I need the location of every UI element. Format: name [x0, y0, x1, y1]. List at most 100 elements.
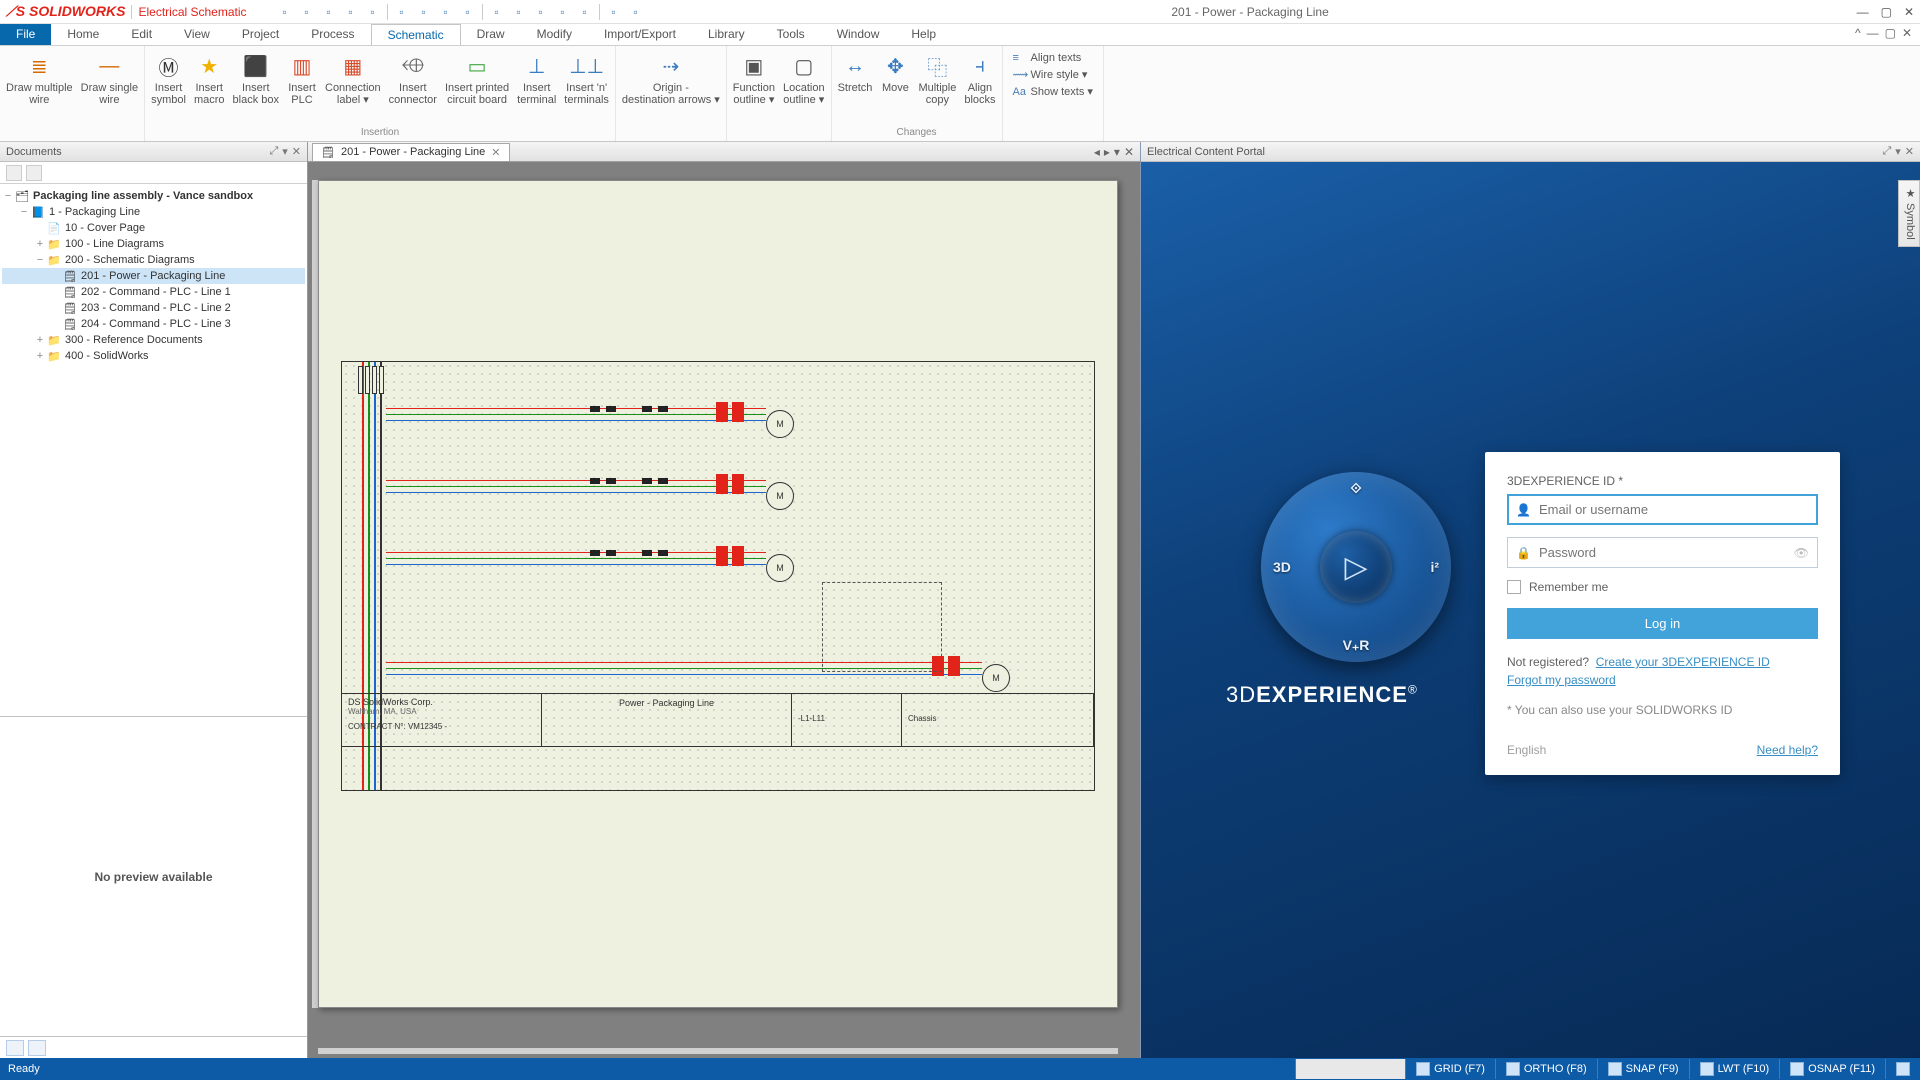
mdi-btn-3[interactable]: ✕	[1902, 26, 1912, 43]
menu-home[interactable]: Home	[51, 24, 115, 45]
compass-widget[interactable]: ▷ ⟐ i² V₊R 3D	[1261, 472, 1451, 662]
doc-tab-close-icon[interactable]: ✕	[491, 146, 500, 159]
docs-tool-1[interactable]	[6, 165, 22, 181]
qat-sym1-icon[interactable]: ▫	[394, 4, 410, 20]
ribbon-align-button[interactable]: ⫞Alignblocks	[960, 50, 999, 108]
qat-doc1-icon[interactable]: ▫	[489, 4, 505, 20]
doctab-btn-1[interactable]: ▸	[1104, 145, 1110, 159]
qat-sym4-icon[interactable]: ▫	[460, 4, 476, 20]
ribbon-insert-button[interactable]: ⬲Insertconnector	[385, 50, 441, 108]
menu-view[interactable]: View	[168, 24, 226, 45]
menu-draw[interactable]: Draw	[461, 24, 521, 45]
drawing-canvas[interactable]: MMMM DS SolidWorks Corp. Waltham, MA, US…	[308, 162, 1140, 1058]
qat-undo-split-icon[interactable]: ▫	[343, 4, 359, 20]
tree-node[interactable]: 🗒202 - Command - PLC - Line 1	[2, 284, 305, 300]
compass-west[interactable]: 3D	[1273, 559, 1291, 575]
portal-pin-icon[interactable]: ⤢	[1882, 145, 1891, 158]
qat-zoom2-icon[interactable]: ▫	[555, 4, 571, 20]
qat-grid-icon[interactable]: ▫	[577, 4, 593, 20]
email-field-wrap[interactable]: 👤	[1507, 494, 1818, 525]
qat-print-icon[interactable]: ▫	[321, 4, 337, 20]
remember-me[interactable]: Remember me	[1507, 580, 1818, 594]
qat-dd-icon[interactable]: ▫	[628, 4, 644, 20]
forgot-password-link[interactable]: Forgot my password	[1507, 673, 1616, 687]
mdi-btn-1[interactable]: —	[1867, 26, 1879, 43]
panel-dropdown-icon[interactable]: ▾	[282, 145, 288, 158]
ribbon-insert-printed-button[interactable]: ▭Insert printedcircuit board	[441, 50, 513, 108]
qat-sym2-icon[interactable]: ▫	[416, 4, 432, 20]
doctab-btn-0[interactable]: ◂	[1094, 145, 1100, 159]
tree-node[interactable]: 🗒204 - Command - PLC - Line 3	[2, 316, 305, 332]
ribbon-draw-single-button[interactable]: —Draw singlewire	[77, 50, 142, 108]
status-osnap[interactable]: OSNAP (F11)	[1779, 1059, 1885, 1079]
mdi-btn-2[interactable]: ▢	[1885, 26, 1896, 43]
status-ortho[interactable]: ORTHO (F8)	[1495, 1059, 1597, 1079]
qat-new-icon[interactable]: ▫	[277, 4, 293, 20]
tree-node[interactable]: 🗒203 - Command - PLC - Line 2	[2, 300, 305, 316]
menu-file[interactable]: File	[0, 24, 51, 45]
qat-sym3-icon[interactable]: ▫	[438, 4, 454, 20]
panel-close-icon[interactable]: ✕	[292, 145, 301, 158]
document-tab[interactable]: 🗒 201 - Power - Packaging Line ✕	[312, 143, 510, 161]
menu-import-export[interactable]: Import/Export	[588, 24, 692, 45]
language-selector[interactable]: English	[1507, 743, 1546, 757]
close-button[interactable]: ✕	[1904, 5, 1914, 19]
compass-east[interactable]: i²	[1430, 559, 1439, 575]
need-help-link[interactable]: Need help?	[1757, 743, 1818, 757]
compass-play-icon[interactable]: ▷	[1320, 531, 1392, 603]
ribbon-insert-button[interactable]: ★Insertmacro	[190, 50, 229, 108]
menu-process[interactable]: Process	[295, 24, 370, 45]
ribbon-insert-button[interactable]: ▥InsertPLC	[283, 50, 321, 108]
ribbon-multiple-button[interactable]: ⿻Multiplecopy	[914, 50, 960, 108]
tree-node[interactable]: 🗒201 - Power - Packaging Line	[2, 268, 305, 284]
doctab-btn-3[interactable]: ✕	[1124, 145, 1134, 159]
create-id-link[interactable]: Create your 3DEXPERIENCE ID	[1596, 655, 1770, 669]
menu-modify[interactable]: Modify	[521, 24, 588, 45]
ribbon-insert-button[interactable]: ⬛Insertblack box	[229, 50, 283, 108]
motor-symbol[interactable]: M	[766, 554, 794, 582]
menu-tools[interactable]: Tools	[761, 24, 821, 45]
symbol-side-tab[interactable]: ★ Symbol	[1898, 180, 1920, 247]
tree-node[interactable]: +📁300 - Reference Documents	[2, 332, 305, 348]
doctab-btn-2[interactable]: ▾	[1114, 145, 1120, 159]
tree-root[interactable]: −🗂Packaging line assembly - Vance sandbo…	[2, 188, 305, 204]
ribbon-wire-style-[interactable]: ⟿Wire style ▾	[1007, 66, 1099, 83]
ribbon-origin--button[interactable]: ⇢Origin -destination arrows ▾	[618, 50, 724, 108]
motor-symbol[interactable]: M	[982, 664, 1010, 692]
menu-library[interactable]: Library	[692, 24, 761, 45]
remember-checkbox[interactable]	[1507, 580, 1521, 594]
status-grid[interactable]: GRID (F7)	[1405, 1059, 1495, 1079]
password-input[interactable]	[1539, 545, 1786, 560]
qat-zoom1-icon[interactable]: ▫	[533, 4, 549, 20]
motor-symbol[interactable]: M	[766, 482, 794, 510]
menu-edit[interactable]: Edit	[115, 24, 168, 45]
compass-north[interactable]: ⟐	[1350, 480, 1361, 497]
ribbon-insert-button[interactable]: ⊥Insertterminal	[513, 50, 560, 108]
docs-btool-1[interactable]	[6, 1040, 24, 1056]
compass-south[interactable]: V₊R	[1343, 637, 1370, 654]
eye-icon[interactable]: 👁	[1794, 546, 1809, 560]
menu-schematic[interactable]: Schematic	[371, 24, 461, 45]
ribbon-stretch-button[interactable]: ↔Stretch	[834, 50, 877, 96]
mdi-btn-0[interactable]: ^	[1855, 26, 1861, 43]
docs-tool-2[interactable]	[26, 165, 42, 181]
ribbon-align-texts[interactable]: ≡Align texts	[1007, 50, 1099, 66]
ribbon-connection-button[interactable]: ▦Connectionlabel ▾	[321, 50, 385, 108]
portal-close-icon[interactable]: ✕	[1905, 145, 1914, 158]
minimize-button[interactable]: —	[1857, 5, 1869, 19]
ribbon-draw-multiple-button[interactable]: ≣Draw multiplewire	[2, 50, 77, 108]
portal-dropdown-icon[interactable]: ▾	[1895, 145, 1901, 158]
menu-project[interactable]: Project	[226, 24, 295, 45]
login-button[interactable]: Log in	[1507, 608, 1818, 639]
qat-zoomfit-icon[interactable]: ▫	[606, 4, 622, 20]
email-input[interactable]	[1539, 502, 1809, 517]
qat-doc2-icon[interactable]: ▫	[511, 4, 527, 20]
qat-redo-icon[interactable]: ▫	[365, 4, 381, 20]
tree-node[interactable]: +📁100 - Line Diagrams	[2, 236, 305, 252]
tree-node[interactable]: −📘1 - Packaging Line	[2, 204, 305, 220]
status-tail-icon[interactable]	[1885, 1059, 1920, 1079]
ribbon-function-button[interactable]: ▣Functionoutline ▾	[729, 50, 779, 108]
maximize-button[interactable]: ▢	[1881, 5, 1892, 19]
ribbon-insert-button[interactable]: ⓂInsertsymbol	[147, 50, 190, 108]
ribbon-location-button[interactable]: ▢Locationoutline ▾	[779, 50, 829, 108]
